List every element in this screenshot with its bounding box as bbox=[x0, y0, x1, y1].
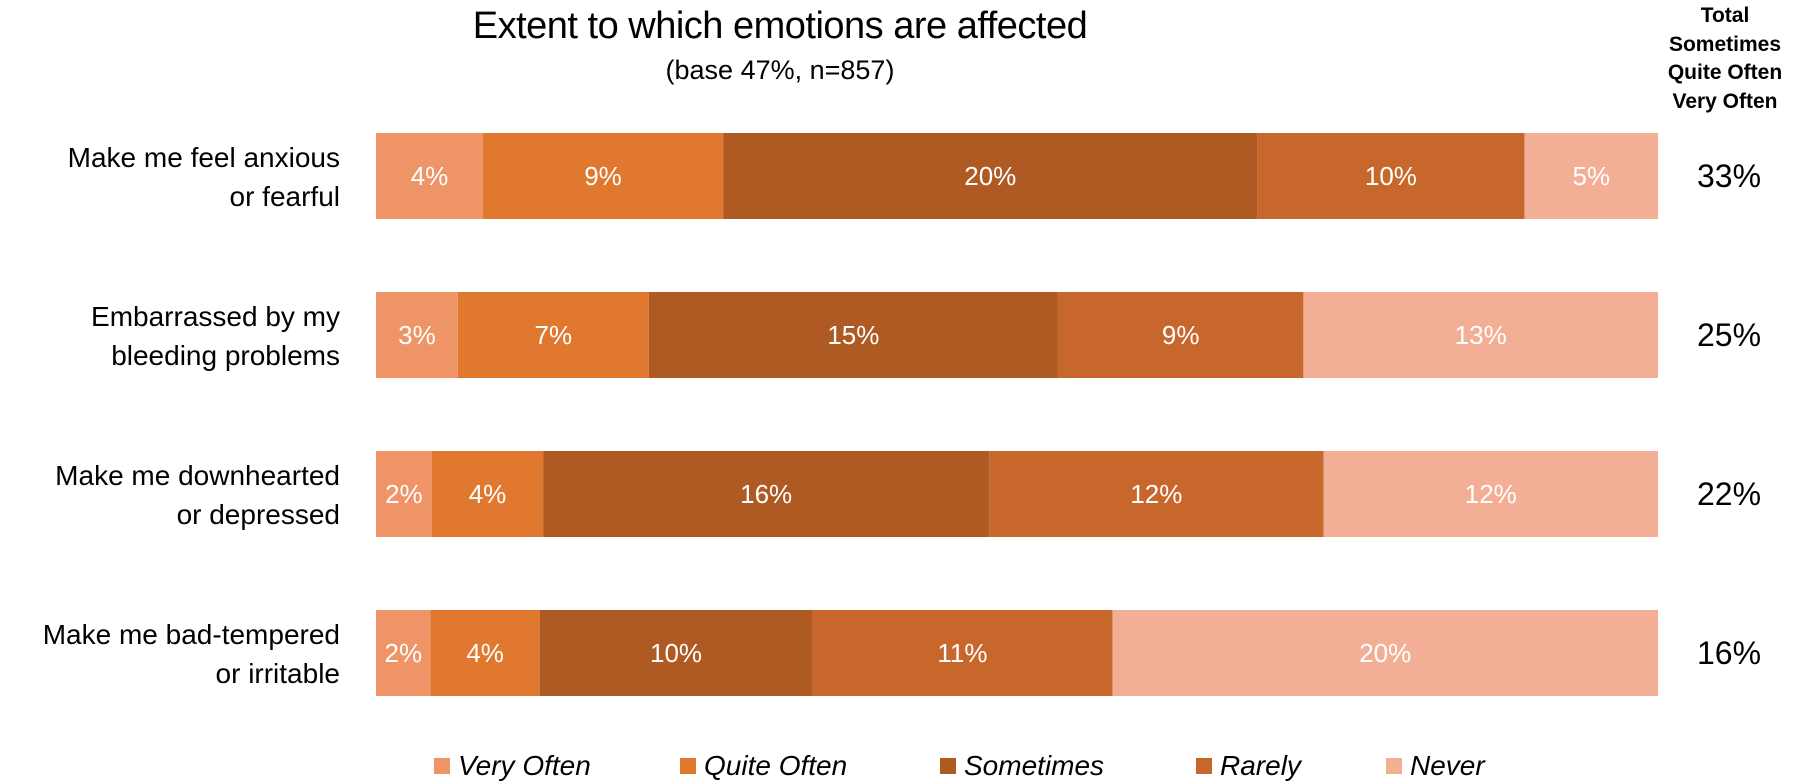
category-label: bleeding problems bbox=[111, 340, 340, 371]
data-label: 4% bbox=[411, 161, 449, 191]
data-label: 5% bbox=[1572, 161, 1610, 191]
data-label: 20% bbox=[1359, 638, 1411, 668]
data-label: 9% bbox=[1162, 320, 1200, 350]
data-label: 9% bbox=[584, 161, 622, 191]
totals-header-line: Quite Often bbox=[1667, 61, 1783, 84]
chart-title: Extent to which emotions are affected bbox=[472, 5, 1088, 47]
data-label: 2% bbox=[385, 479, 423, 509]
category-label: or irritable bbox=[216, 658, 340, 689]
data-label: 12% bbox=[1130, 479, 1182, 509]
bar-segment bbox=[457, 292, 649, 378]
category-label: Make me downhearted bbox=[55, 460, 340, 491]
data-label: 10% bbox=[650, 638, 702, 668]
total-value: 33% bbox=[1697, 158, 1761, 194]
data-label: 16% bbox=[740, 479, 792, 509]
total-value: 22% bbox=[1697, 476, 1761, 512]
data-label: 15% bbox=[827, 320, 879, 350]
data-label: 7% bbox=[535, 320, 573, 350]
bar-segment bbox=[1257, 133, 1525, 219]
legend-swatch bbox=[1196, 758, 1212, 774]
data-label: 4% bbox=[469, 479, 507, 509]
category-label: Embarrassed by my bbox=[91, 301, 340, 332]
bar-segment bbox=[431, 451, 544, 537]
legend-label: Rarely bbox=[1220, 750, 1303, 781]
total-value: 25% bbox=[1697, 317, 1761, 353]
legend-swatch bbox=[940, 758, 956, 774]
bar-segment bbox=[1057, 292, 1304, 378]
bar-segment bbox=[543, 451, 990, 537]
bar-segment bbox=[376, 292, 458, 378]
category-label: Make me feel anxious bbox=[68, 142, 340, 173]
bar-segment bbox=[376, 451, 432, 537]
data-label: 3% bbox=[398, 320, 436, 350]
totals-column-header: Total Sometimes Quite Often Very Often bbox=[1645, 2, 1803, 116]
category-label: Make me bad-tempered bbox=[43, 619, 340, 650]
bar-segment bbox=[539, 610, 813, 696]
data-label: 12% bbox=[1465, 479, 1517, 509]
chart-subtitle: (base 47%, n=857) bbox=[665, 55, 895, 85]
bar-segment bbox=[989, 451, 1324, 537]
legend-label: Sometimes bbox=[964, 750, 1104, 781]
category-label: or fearful bbox=[230, 181, 341, 212]
data-label: 11% bbox=[937, 638, 987, 668]
bar-segment bbox=[1303, 292, 1658, 378]
bar-segment bbox=[430, 610, 540, 696]
bar-segment bbox=[1323, 451, 1658, 537]
total-value: 16% bbox=[1697, 635, 1761, 671]
data-label: 20% bbox=[964, 161, 1016, 191]
category-label: or depressed bbox=[177, 499, 340, 530]
totals-header-line: Very Often bbox=[1672, 89, 1778, 113]
legend-swatch bbox=[680, 758, 696, 774]
bar-segment bbox=[376, 133, 483, 219]
legend-label: Quite Often bbox=[704, 750, 847, 781]
bar-segment bbox=[1112, 610, 1658, 696]
data-label: 13% bbox=[1455, 320, 1507, 350]
bar-segment bbox=[648, 292, 1058, 378]
bar-segment bbox=[723, 133, 1258, 219]
legend-label: Never bbox=[1410, 750, 1486, 781]
data-label: 10% bbox=[1365, 161, 1417, 191]
bar-segment bbox=[1524, 133, 1658, 219]
bar-segment bbox=[376, 610, 431, 696]
totals-header-line: Sometimes bbox=[1668, 32, 1782, 56]
data-label: 2% bbox=[384, 638, 422, 668]
bar-segment bbox=[812, 610, 1113, 696]
legend-swatch bbox=[1386, 758, 1402, 774]
data-label: 4% bbox=[466, 638, 504, 668]
legend-swatch bbox=[434, 758, 450, 774]
totals-header-line: Total bbox=[1700, 4, 1750, 27]
legend-label: Very Often bbox=[458, 750, 591, 781]
bar-segment bbox=[482, 133, 724, 219]
